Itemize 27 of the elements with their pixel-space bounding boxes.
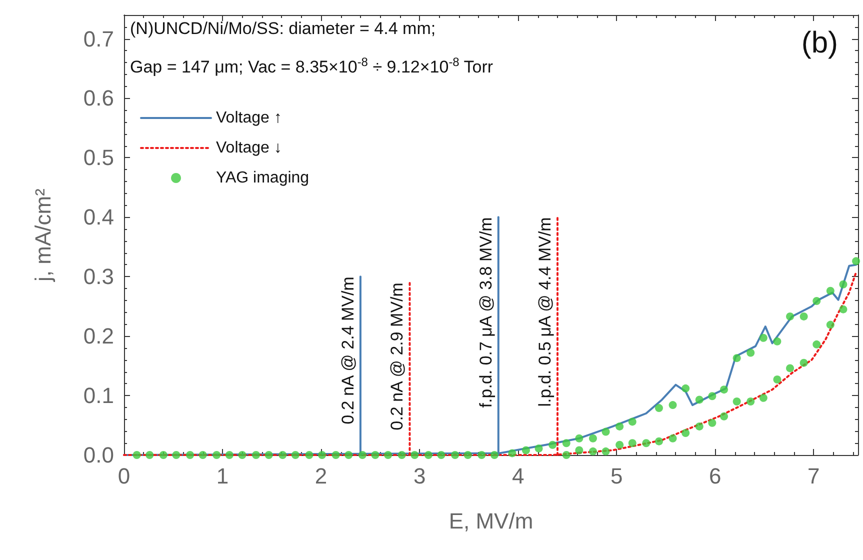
x-tick-label: 1 [216,464,229,488]
annotation: 0.2 nA @ 2.9 MV/m [388,282,407,430]
x-axis-title: E, MV/m [448,508,534,534]
y-tick-label: 0.7 [83,26,114,52]
x-tick-label: 5 [610,464,623,488]
legend-label: Voltage ↑ [216,110,282,126]
x-tick-label: 6 [709,464,722,488]
y-axis-title: j, mA/cm² [30,188,56,282]
x-tick-label: 7 [808,464,820,488]
annotation: 0.2 nA @ 2.4 MV/m [338,276,358,424]
annotation: l.p.d. 0.5 μA @ 4.4 MV/m [536,217,555,407]
y-tick-label: 0.2 [83,324,114,349]
annotation: f.p.d. 0.7 μA @ 3.8 MV/m [476,217,496,408]
legend-label: YAG imaging [216,170,310,186]
y-tick-label: 0.1 [83,383,114,408]
y-tick-label: 0.5 [83,145,114,170]
y-tick-label: 0.4 [83,204,114,230]
x-tick-label: 4 [512,464,524,488]
chart-title: (N)UNCD/Ni/Mo/SS: diameter = 4.4 mm; [130,19,436,38]
x-tick-label: 3 [413,464,426,488]
x-tick-label: 2 [314,464,328,488]
y-tick-label: 0.3 [83,264,114,290]
y-tick-label: 0.0 [83,442,114,468]
y-tick-label: 0.6 [83,86,114,111]
legend-label: Voltage ↓ [216,140,282,156]
annotation: (b) [801,26,838,60]
x-tick-label: 0 [118,464,130,488]
